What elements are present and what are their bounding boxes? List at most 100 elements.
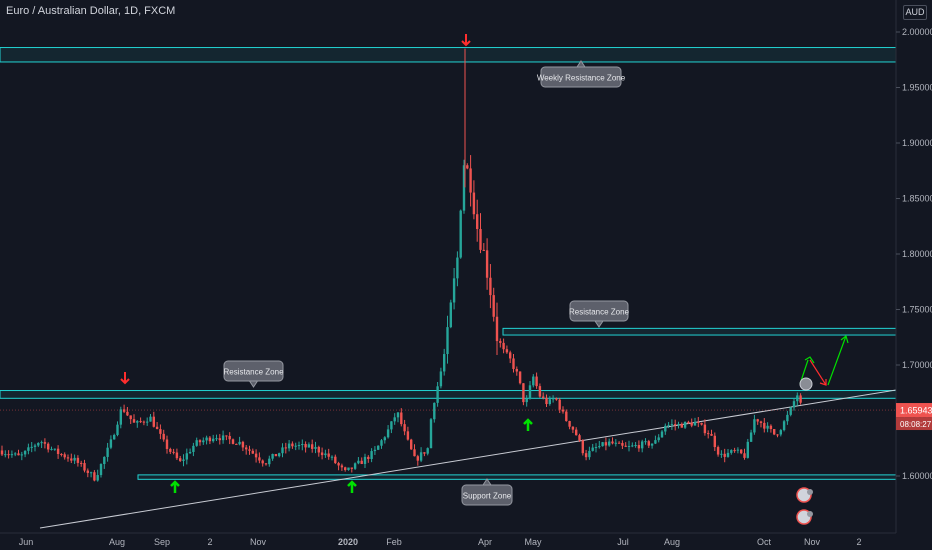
event-icon-1: [796, 509, 813, 525]
candle-body: [707, 433, 710, 435]
zone-label-pointer: [576, 60, 586, 68]
candle-body: [782, 421, 786, 431]
candle-body: [383, 437, 386, 441]
candle-body: [254, 453, 258, 458]
candle-body: [86, 470, 89, 473]
candle-body: [515, 368, 518, 372]
candle-body: [657, 437, 660, 441]
candle-body: [466, 165, 469, 169]
candle-body: [132, 419, 136, 423]
candle-body: [683, 421, 687, 428]
candle-body: [344, 467, 347, 471]
zone-1: [502, 327, 897, 336]
candle-body: [258, 457, 261, 461]
candle-body: [169, 448, 172, 452]
candle-body: [251, 450, 254, 454]
candle-body: [687, 421, 690, 423]
candle-body: [792, 401, 796, 408]
candle-body: [66, 457, 70, 459]
candle-body: [555, 398, 558, 400]
candle-body: [664, 425, 667, 432]
candle-body: [677, 423, 680, 426]
candle-body: [373, 449, 377, 452]
candle-body: [522, 383, 525, 403]
candle-body: [53, 448, 56, 450]
candle-body: [63, 454, 66, 458]
candle-body: [106, 447, 109, 457]
x-tick-label: Aug: [109, 537, 125, 547]
candle-body: [139, 421, 142, 423]
signal-down-2: [120, 372, 130, 385]
candle-body: [80, 462, 83, 464]
candle-body: [598, 446, 601, 448]
candle-body: [47, 443, 50, 450]
candle-body: [584, 453, 588, 458]
candle-body: [650, 443, 654, 446]
candle-body: [367, 456, 370, 460]
candle-body: [317, 446, 320, 453]
candle-body: [89, 472, 93, 474]
zone-label-0: Weekly Resistance Zone: [537, 60, 626, 88]
candle-body: [116, 424, 119, 435]
y-tick-label: 2.00000: [902, 27, 932, 37]
candle-body: [271, 453, 274, 459]
candle-body: [142, 421, 146, 423]
zone-label-pointer: [248, 380, 259, 388]
candle-body: [637, 445, 641, 449]
candle-body: [126, 411, 129, 416]
candle-body: [155, 426, 159, 430]
candle-body: [594, 447, 598, 449]
candle-body: [693, 421, 697, 426]
candle-body: [182, 459, 185, 461]
signal-up-2: [347, 480, 357, 493]
candle-body: [429, 419, 433, 449]
candle-body: [644, 441, 647, 443]
y-tick-label: 1.95000: [902, 83, 932, 93]
x-tick-label: Nov: [804, 537, 821, 547]
candle-body: [353, 463, 357, 469]
y-tick-label: 1.90000: [902, 138, 932, 148]
candle-body: [410, 439, 413, 450]
zone-label-pointer: [594, 320, 604, 328]
signal-down-1-head: [461, 40, 471, 47]
signal-up-2-head: [347, 480, 357, 487]
symbol-title[interactable]: Euro / Australian Dollar, 1D, FXCM: [6, 5, 176, 17]
candle-body: [33, 445, 37, 447]
signal-up-3-head: [523, 418, 533, 425]
candle-body: [456, 257, 459, 279]
candle-body: [512, 358, 515, 369]
trend-line: [39, 389, 897, 529]
currency-button[interactable]: AUD: [903, 5, 927, 20]
zone-2: [0, 390, 897, 399]
candle-body: [740, 449, 743, 454]
candle-body: [370, 451, 373, 460]
candle-body: [307, 444, 311, 448]
x-tick-label: 2: [207, 537, 212, 547]
candle-body: [294, 445, 297, 447]
y-tick-label: 1.75000: [902, 305, 932, 315]
zone-label-text: Resistance Zone: [569, 308, 630, 317]
candle-body: [604, 442, 608, 446]
candle-body: [386, 429, 390, 438]
candle-body: [660, 431, 664, 438]
candle-body: [627, 445, 631, 447]
candle-body: [113, 434, 116, 440]
candle-body: [720, 453, 723, 455]
candle-body: [680, 423, 683, 428]
zone-0: [0, 47, 897, 63]
candle-body: [568, 421, 571, 427]
zone-3: [137, 474, 897, 480]
candle-body: [776, 434, 779, 436]
candle-body: [268, 458, 271, 465]
candle-body: [462, 165, 466, 211]
candle-body: [746, 441, 749, 458]
candle-body: [136, 421, 139, 423]
candle-body: [202, 440, 205, 443]
candle-body: [17, 453, 20, 456]
candle-body: [274, 453, 278, 457]
countdown-box: [896, 417, 932, 431]
candle-body: [736, 449, 740, 451]
candle-body: [23, 450, 27, 455]
